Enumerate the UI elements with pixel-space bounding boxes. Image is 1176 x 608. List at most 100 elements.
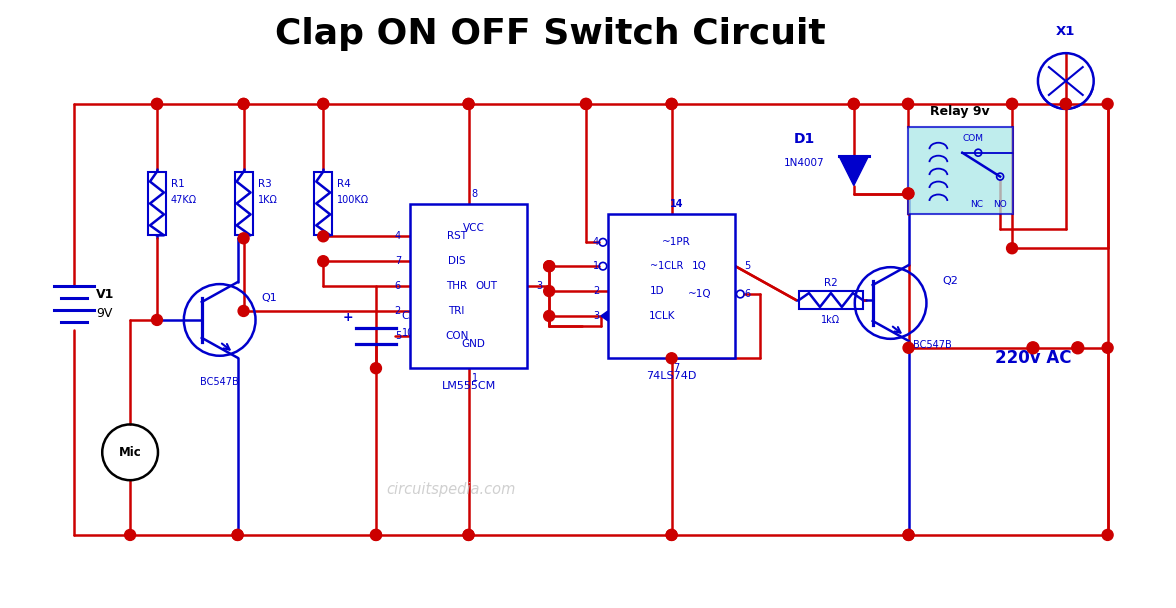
Text: 7: 7 <box>674 363 680 373</box>
Circle shape <box>581 98 592 109</box>
Circle shape <box>238 98 249 109</box>
Text: 1N4007: 1N4007 <box>783 157 824 168</box>
Circle shape <box>1007 98 1017 109</box>
Bar <box>608 214 735 358</box>
Text: circuitspedia.com: circuitspedia.com <box>386 482 515 497</box>
Circle shape <box>666 353 677 364</box>
Circle shape <box>238 98 249 109</box>
Text: VCC: VCC <box>462 223 485 233</box>
Circle shape <box>543 261 555 272</box>
Text: Relay 9v: Relay 9v <box>930 105 990 119</box>
Text: Mic: Mic <box>119 446 141 459</box>
Text: 2: 2 <box>593 286 599 296</box>
Circle shape <box>1102 530 1114 541</box>
Text: LM555CM: LM555CM <box>441 381 495 391</box>
Text: NC: NC <box>970 200 983 209</box>
Text: ~1Q: ~1Q <box>688 289 711 299</box>
Text: RST: RST <box>447 231 467 241</box>
Circle shape <box>370 363 381 374</box>
Circle shape <box>902 98 914 109</box>
Text: 1Q: 1Q <box>691 261 707 271</box>
Circle shape <box>543 286 555 297</box>
Text: CON: CON <box>445 331 468 341</box>
Text: TRI: TRI <box>448 306 465 316</box>
Circle shape <box>666 530 677 541</box>
Text: X1: X1 <box>1056 25 1076 38</box>
Bar <box>409 204 527 368</box>
Text: DIS: DIS <box>448 256 466 266</box>
Text: 9V: 9V <box>96 308 113 320</box>
Text: BC547B: BC547B <box>913 340 951 350</box>
Bar <box>799 291 863 309</box>
Text: GND: GND <box>462 339 486 349</box>
Bar <box>148 171 166 235</box>
Circle shape <box>238 233 249 244</box>
Circle shape <box>1061 98 1071 109</box>
Circle shape <box>666 530 677 541</box>
Text: 100KΩ: 100KΩ <box>338 196 369 206</box>
Text: 1: 1 <box>593 261 599 271</box>
Circle shape <box>238 305 249 316</box>
Circle shape <box>666 98 677 109</box>
Text: ~1PR: ~1PR <box>662 237 691 247</box>
Text: 1D: 1D <box>649 286 664 296</box>
Circle shape <box>902 98 914 109</box>
Text: BC547B: BC547B <box>200 376 239 387</box>
Circle shape <box>543 311 555 322</box>
Circle shape <box>232 530 243 541</box>
Circle shape <box>463 530 474 541</box>
Circle shape <box>1071 342 1084 354</box>
Circle shape <box>370 530 381 541</box>
Text: 1KΩ: 1KΩ <box>258 196 278 206</box>
Circle shape <box>1007 98 1017 109</box>
Circle shape <box>902 188 914 199</box>
Text: COM: COM <box>962 134 983 143</box>
Circle shape <box>152 314 162 325</box>
Text: 7: 7 <box>395 256 401 266</box>
Circle shape <box>903 188 914 199</box>
Circle shape <box>903 530 914 541</box>
Circle shape <box>125 530 135 541</box>
Text: 74LS74D: 74LS74D <box>647 371 697 381</box>
Bar <box>235 171 253 235</box>
Circle shape <box>1061 98 1071 109</box>
Text: Q1: Q1 <box>261 293 278 303</box>
Circle shape <box>318 98 328 109</box>
Circle shape <box>152 98 162 109</box>
Text: 6: 6 <box>744 289 750 299</box>
Circle shape <box>581 98 592 109</box>
Text: C1: C1 <box>402 311 416 321</box>
Text: 47KΩ: 47KΩ <box>171 196 198 206</box>
Circle shape <box>1027 342 1038 354</box>
Text: V1: V1 <box>96 288 114 300</box>
Text: R1: R1 <box>171 179 185 188</box>
Circle shape <box>318 231 328 242</box>
Circle shape <box>463 98 474 109</box>
Text: 14: 14 <box>670 199 683 209</box>
Circle shape <box>543 261 555 272</box>
Text: 4: 4 <box>593 237 599 247</box>
Text: 10μF: 10μF <box>402 328 426 338</box>
Text: 2: 2 <box>395 306 401 316</box>
Circle shape <box>318 98 328 109</box>
Text: 3: 3 <box>536 281 542 291</box>
Circle shape <box>1007 243 1017 254</box>
Text: 1kΩ: 1kΩ <box>821 315 841 325</box>
Text: 220v AC: 220v AC <box>995 349 1071 367</box>
Bar <box>314 171 332 235</box>
Text: 1CLK: 1CLK <box>648 311 675 321</box>
Text: R3: R3 <box>258 179 272 188</box>
Circle shape <box>370 530 381 541</box>
Text: R2: R2 <box>824 278 837 288</box>
Circle shape <box>903 342 914 353</box>
Text: 8: 8 <box>472 189 477 199</box>
Circle shape <box>666 98 677 109</box>
Text: D1: D1 <box>794 132 815 146</box>
Text: 4: 4 <box>395 231 401 241</box>
Text: +: + <box>342 311 354 325</box>
Text: 6: 6 <box>395 281 401 291</box>
Text: Q2: Q2 <box>942 276 958 286</box>
Circle shape <box>463 98 474 109</box>
Text: 5: 5 <box>395 331 401 341</box>
Text: R4: R4 <box>338 179 350 188</box>
